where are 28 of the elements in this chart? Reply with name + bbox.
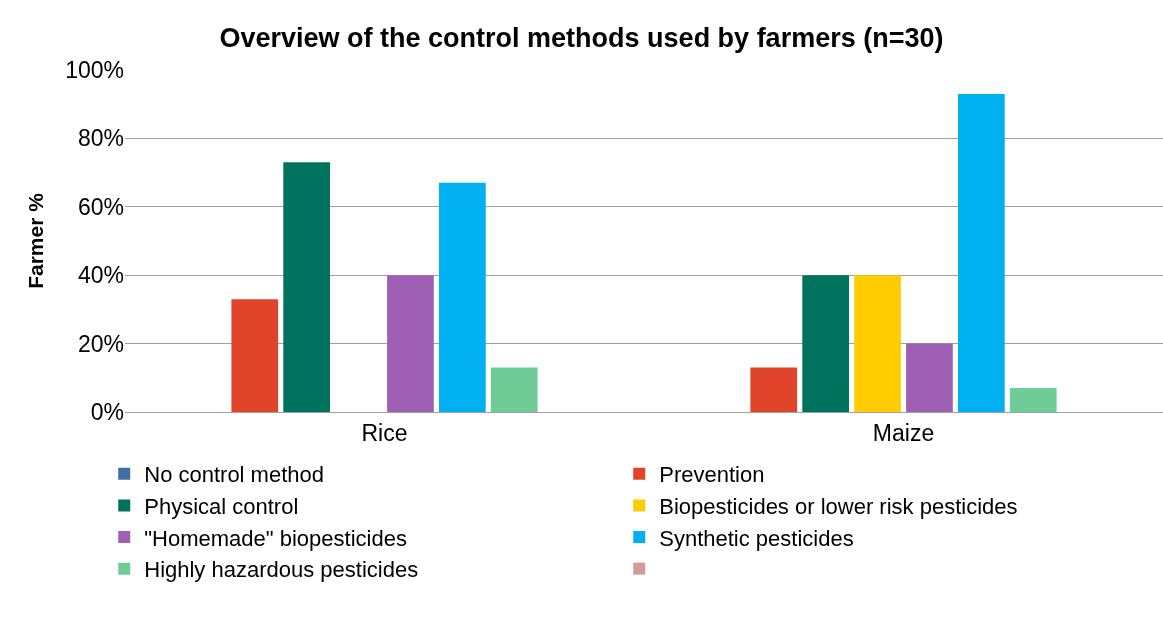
bar: [802, 275, 849, 412]
y-tick-label: 0%: [90, 399, 124, 426]
bar: [387, 275, 434, 412]
bar: [283, 162, 331, 412]
legend-label: "Homemade" biopesticides: [144, 525, 407, 551]
bar: [1009, 388, 1057, 412]
y-tick-label: 80%: [77, 125, 124, 152]
bar: [854, 275, 901, 412]
y-tick-label: 40%: [77, 262, 124, 289]
y-tick-label: 60%: [77, 193, 124, 220]
chart-title: Overview of the control methods used by farmers (n=30): [219, 22, 944, 53]
x-tick-label: Rice: [361, 419, 408, 446]
y-tick-label: 100%: [65, 57, 124, 84]
y-axis-title: Farmer %: [24, 192, 48, 289]
legend-label: Highly hazardous pesticides: [144, 557, 419, 583]
y-tick-label: 20%: [77, 330, 124, 357]
bar: [958, 93, 1005, 412]
legend-label: No control method: [144, 462, 325, 488]
legend-label: Prevention: [659, 462, 765, 488]
legend-label: Physical control: [144, 494, 299, 520]
legend-label: Synthetic pesticides: [659, 525, 854, 551]
bar: [490, 367, 538, 412]
bar: [231, 299, 279, 412]
bar: [750, 367, 798, 412]
legend-label: Biopesticides or lower risk pesticides: [659, 494, 1018, 520]
bar: [439, 182, 486, 412]
x-tick-label: Maize: [872, 419, 935, 446]
bar: [906, 343, 953, 412]
